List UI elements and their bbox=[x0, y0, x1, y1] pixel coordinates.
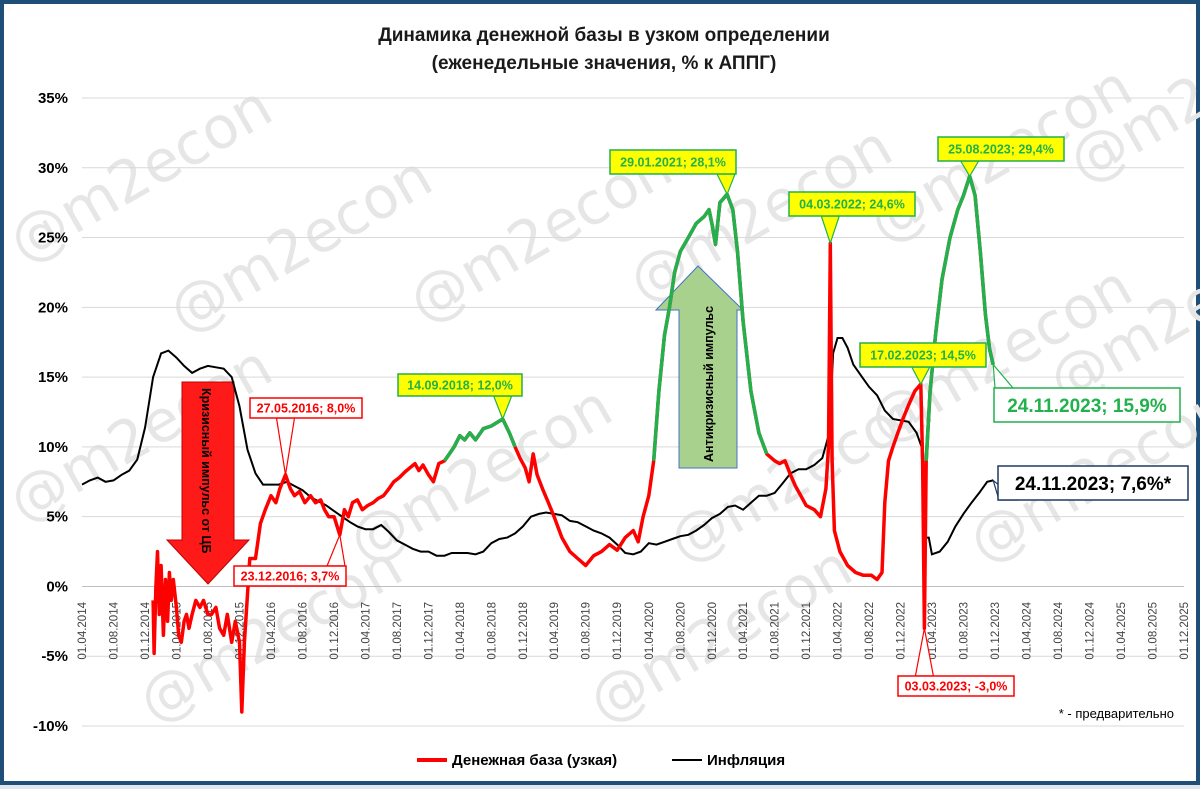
x-tick-label: 01.08.2017 bbox=[392, 602, 404, 660]
x-tick-label: 01.12.2022 bbox=[896, 602, 908, 660]
x-tick-label: 01.08.2023 bbox=[958, 602, 970, 660]
y-tick-label: 35% bbox=[38, 90, 68, 107]
x-tick-label: 01.08.2022 bbox=[864, 602, 876, 660]
legend: Денежная база (узкая) Инфляция bbox=[417, 752, 785, 769]
money-base-line-green bbox=[651, 192, 769, 461]
money-base-line bbox=[151, 174, 995, 714]
x-tick-label: 01.08.2024 bbox=[1053, 601, 1065, 659]
callout-label: 27.05.2016; 8,0% bbox=[257, 402, 356, 416]
callout-label: 24.11.2023; 7,6%* bbox=[1015, 474, 1172, 495]
callout-box bbox=[859, 342, 987, 368]
y-tick-label: 0% bbox=[46, 578, 68, 595]
callout-pointer bbox=[820, 215, 841, 246]
y-tick-label: 5% bbox=[46, 509, 68, 526]
x-tick-label: 01.08.2019 bbox=[581, 602, 593, 660]
series-layer bbox=[81, 174, 995, 714]
impulse-arrows: Кризисный импульс от ЦБ Антикризисный имп… bbox=[165, 265, 745, 585]
callout-box bbox=[249, 397, 363, 419]
callout-label: 17.02.2023; 14,5% bbox=[870, 349, 976, 363]
annotations-layer: 27.05.2016; 8,0% 23.12.2016; 3,7% 14.09.20… bbox=[233, 136, 1189, 697]
x-tick-label: 01.12.2021 bbox=[801, 602, 813, 660]
callout-box bbox=[233, 565, 347, 587]
chart-svg: @m2econ@m2econ@m2econ@m2econ@m2econ@m2ec… bbox=[4, 4, 1200, 769]
x-tick-label: 01.04.2023 bbox=[927, 602, 939, 660]
footnote: * - предварительно bbox=[1059, 706, 1174, 721]
x-tick-label: 01.04.2020 bbox=[644, 602, 656, 660]
x-tick-label: 01.08.2016 bbox=[298, 602, 310, 660]
x-tick-label: 01.12.2017 bbox=[423, 602, 435, 660]
x-tick-label: 01.12.2019 bbox=[612, 602, 624, 660]
callout-box bbox=[397, 373, 523, 397]
anticrisis-arrow-label: Антикризисный импульс bbox=[702, 306, 716, 462]
x-tick-label: 01.04.2016 bbox=[266, 602, 278, 660]
callout-pointer bbox=[492, 395, 513, 421]
y-tick-label: 20% bbox=[38, 299, 68, 316]
y-tick-label: 10% bbox=[38, 439, 68, 456]
x-tick-label: 01.08.2020 bbox=[675, 602, 687, 660]
y-tick-label: -10% bbox=[33, 718, 68, 735]
x-tick-label: 01.12.2016 bbox=[329, 602, 341, 660]
y-tick-label: 15% bbox=[38, 369, 68, 386]
callout-box bbox=[937, 136, 1065, 162]
x-tick-label: 01.12.2023 bbox=[990, 602, 1002, 660]
callout-box bbox=[997, 465, 1189, 501]
y-axis-ticks: -10% -5% 0% 5% 10% 15% 20% 25% 30% 35% bbox=[33, 90, 68, 735]
chart-title: Динамика денежной базы в узком определен… bbox=[378, 25, 830, 46]
x-tick-label: 01.12.2018 bbox=[518, 602, 530, 660]
crisis-arrow-label: Кризисный импульс от ЦБ bbox=[199, 388, 213, 554]
callout-box bbox=[897, 675, 1015, 697]
x-tick-label: 01.08.2014 bbox=[109, 601, 121, 659]
x-tick-label: 01.04.2022 bbox=[833, 602, 845, 660]
y-tick-label: 30% bbox=[38, 160, 68, 177]
chart-subtitle: (еженедельные значения, % к АППГ) bbox=[432, 53, 777, 74]
callout-box bbox=[609, 149, 737, 175]
crisis-arrow bbox=[165, 381, 251, 585]
x-tick-label: 01.04.2025 bbox=[1116, 602, 1128, 660]
x-tick-label: 01.04.2024 bbox=[1022, 601, 1034, 659]
x-tick-label: 01.12.2014 bbox=[140, 601, 152, 659]
y-tick-label: -5% bbox=[41, 648, 68, 665]
x-tick-label: 01.04.2018 bbox=[455, 602, 467, 660]
callout-label: 03.03.2023; -3,0% bbox=[905, 680, 1008, 694]
x-tick-label: 01.12.2025 bbox=[1179, 602, 1191, 660]
money-base-line-green bbox=[443, 417, 517, 462]
x-tick-label: 01.08.2015 bbox=[203, 602, 215, 660]
x-tick-label: 01.12.2020 bbox=[707, 602, 719, 660]
callout-box bbox=[993, 387, 1181, 423]
callout-pointer bbox=[326, 532, 346, 567]
money-base-line-green bbox=[924, 174, 995, 461]
x-tick-label: 01.12.2024 bbox=[1085, 601, 1097, 659]
legend-label-money-base: Денежная база (узкая) bbox=[452, 752, 617, 769]
callout-label: 25.08.2023; 29,4% bbox=[948, 143, 1054, 157]
x-tick-label: 01.08.2018 bbox=[486, 602, 498, 660]
x-tick-label: 01.08.2021 bbox=[770, 602, 782, 660]
callout-label: 23.12.2016; 3,7% bbox=[241, 570, 340, 584]
x-tick-label: 01.04.2017 bbox=[360, 602, 372, 660]
legend-label-inflation: Инфляция bbox=[707, 752, 785, 769]
y-tick-label: 25% bbox=[38, 230, 68, 247]
callout-label: 14.09.2018; 12,0% bbox=[407, 379, 513, 393]
x-axis-ticks: 01.04.2014 01.08.2014 01.12.2014 01.04.2015… bbox=[77, 601, 1191, 659]
callout-label: 04.03.2022; 24,6% bbox=[799, 198, 905, 212]
callout-label: 29.01.2021; 28,1% bbox=[620, 156, 726, 170]
x-tick-label: 01.04.2014 bbox=[77, 601, 89, 659]
x-tick-label: 01.04.2021 bbox=[738, 602, 750, 660]
callout-label: 24.11.2023; 15,9% bbox=[1007, 396, 1167, 417]
x-tick-label: 01.04.2019 bbox=[549, 602, 561, 660]
callout-box bbox=[788, 191, 916, 217]
x-tick-label: 01.08.2025 bbox=[1147, 602, 1159, 660]
anticrisis-arrow bbox=[654, 265, 745, 469]
